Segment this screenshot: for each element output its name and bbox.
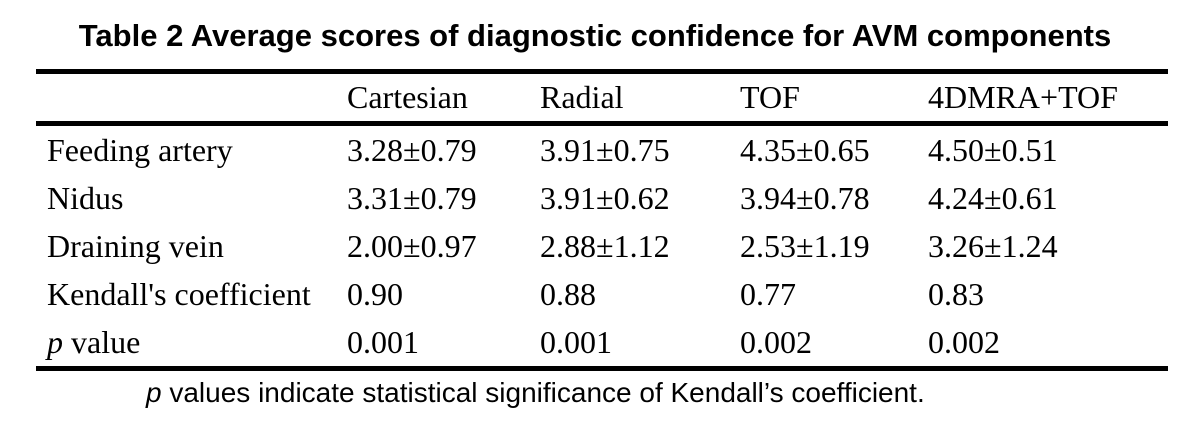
table-cell: 0.001 (347, 323, 419, 360)
table-cell: 3.91±0.75 (540, 131, 670, 168)
row-label-p-value: p value (36, 318, 347, 369)
table-row-feeding-artery: Feeding artery 3.28±0.79 3.91±0.75 4.35±… (36, 124, 1168, 175)
table-row-kendalls-coefficient: Kendall's coefficient 0.90 0.88 0.77 0.8… (36, 270, 1168, 318)
table-cell: 3.26±1.24 (928, 227, 1058, 264)
table-cell: 4.35±0.65 (740, 131, 870, 168)
table-cell: 0.002 (928, 323, 1000, 360)
page-title: Table 2 Average scores of diagnostic con… (78, 18, 1112, 53)
table-cell: 0.001 (540, 323, 612, 360)
avm-scores-table: Cartesian Radial TOF 4DMRA+TOF Feeding a… (36, 69, 1168, 371)
p-value-label-rest: value (63, 323, 141, 360)
row-label-draining-vein: Draining vein (47, 227, 224, 264)
row-label-kendalls-coefficient: Kendall's coefficient (47, 275, 311, 312)
column-header-4dmra-tof: 4DMRA+TOF (928, 71, 1168, 126)
row-label-nidus: Nidus (47, 179, 124, 216)
column-header-cartesian: Cartesian (347, 71, 540, 126)
table-cell: 3.31±0.79 (347, 179, 477, 216)
row-label-feeding-artery: Feeding artery (47, 131, 233, 168)
p-value-italic-p: p (47, 323, 63, 360)
table-row-p-value: p value 0.001 0.001 0.002 0.002 (36, 318, 1168, 369)
table-cell: 2.00±0.97 (347, 227, 477, 264)
column-header-empty (36, 71, 347, 126)
table-cell: 0.002 (740, 323, 812, 360)
table-header-row: Cartesian Radial TOF 4DMRA+TOF (36, 71, 1168, 126)
footnote-text: values indicate statistical significance… (161, 377, 925, 408)
table-cell: 3.94±0.78 (740, 179, 870, 216)
table-footnote: p values indicate statistical significan… (146, 378, 1190, 408)
table-cell: 3.91±0.62 (540, 179, 670, 216)
table-cell: 3.28±0.79 (347, 131, 477, 168)
table-cell: 2.53±1.19 (740, 227, 870, 264)
table-row-nidus: Nidus 3.31±0.79 3.91±0.62 3.94±0.78 4.24… (36, 174, 1168, 222)
footnote-italic-p: p (146, 377, 162, 408)
column-header-tof: TOF (740, 71, 928, 126)
table-cell: 0.77 (740, 275, 796, 312)
table-cell: 0.88 (540, 275, 596, 312)
table-cell: 4.24±0.61 (928, 179, 1058, 216)
table-row-draining-vein: Draining vein 2.00±0.97 2.88±1.12 2.53±1… (36, 222, 1168, 270)
table-cell: 2.88±1.12 (540, 227, 670, 264)
column-header-radial: Radial (540, 71, 740, 126)
table-cell: 4.50±0.51 (928, 131, 1058, 168)
table-cell: 0.90 (347, 275, 403, 312)
table-cell: 0.83 (928, 275, 984, 312)
